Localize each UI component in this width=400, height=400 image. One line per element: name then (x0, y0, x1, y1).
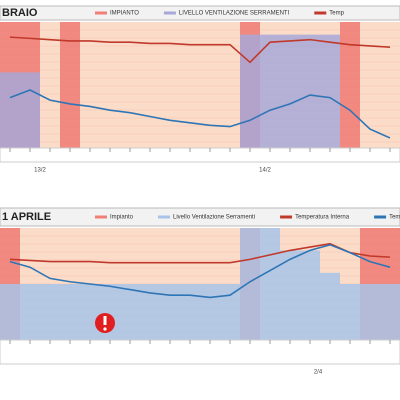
ventilation-bar (20, 284, 40, 340)
ventilation-bar (300, 34, 320, 148)
ventilation-bar (80, 284, 100, 340)
temperature-line (9, 36, 391, 64)
axis-area (0, 147, 400, 163)
legend-label: Tem (389, 215, 400, 221)
ventilation-bar (120, 284, 140, 340)
title-bar (0, 5, 400, 21)
legend-label: Temperatura Interna (295, 215, 350, 221)
temperature-line (9, 243, 391, 299)
chart-title: 1 APRILE (2, 211, 51, 223)
legend-label: Livello Ventilazione Serramenti (173, 215, 255, 221)
legend-label: LIVELLO VENTILAZIONE SERRAMENTI (179, 11, 290, 17)
system-band (60, 22, 80, 148)
warning-icon (95, 313, 115, 333)
date-label: 14/2 (259, 168, 271, 174)
ventilation-bar (240, 228, 260, 340)
ventilation-bar (60, 284, 80, 340)
legend-label: Temp (329, 11, 344, 17)
ventilation-bar (260, 34, 280, 148)
ventilation-bar (280, 34, 300, 148)
temperature-line (9, 89, 391, 139)
legend-label: Impianto (110, 215, 134, 221)
ventilation-bar (380, 284, 400, 340)
title-bar (0, 207, 400, 227)
date-label: 2/4 (314, 370, 323, 376)
ventilation-bar (260, 228, 280, 340)
ventilation-bar (180, 284, 200, 340)
ventilation-bar (0, 284, 20, 340)
chart-title: BRAIO (2, 7, 38, 19)
legend-label: IMPIANTO (110, 11, 139, 17)
ventilation-bar (200, 284, 220, 340)
ventilation-bar (140, 284, 160, 340)
ventilation-bar (240, 34, 260, 148)
ventilation-bar (220, 284, 240, 340)
ventilation-bar (280, 250, 300, 340)
axis-area (0, 339, 400, 365)
temperature-line (9, 242, 391, 264)
system-band (340, 22, 360, 148)
ventilation-bar (40, 284, 60, 340)
ventilation-bar (20, 72, 40, 148)
ventilation-bar (340, 284, 360, 340)
ventilation-bar (320, 34, 340, 148)
ventilation-bar (0, 72, 20, 148)
ventilation-bar (320, 272, 340, 340)
ventilation-bar (360, 284, 380, 340)
ventilation-bar (160, 284, 180, 340)
date-label: 13/2 (34, 168, 46, 174)
ventilation-bar (300, 250, 320, 340)
